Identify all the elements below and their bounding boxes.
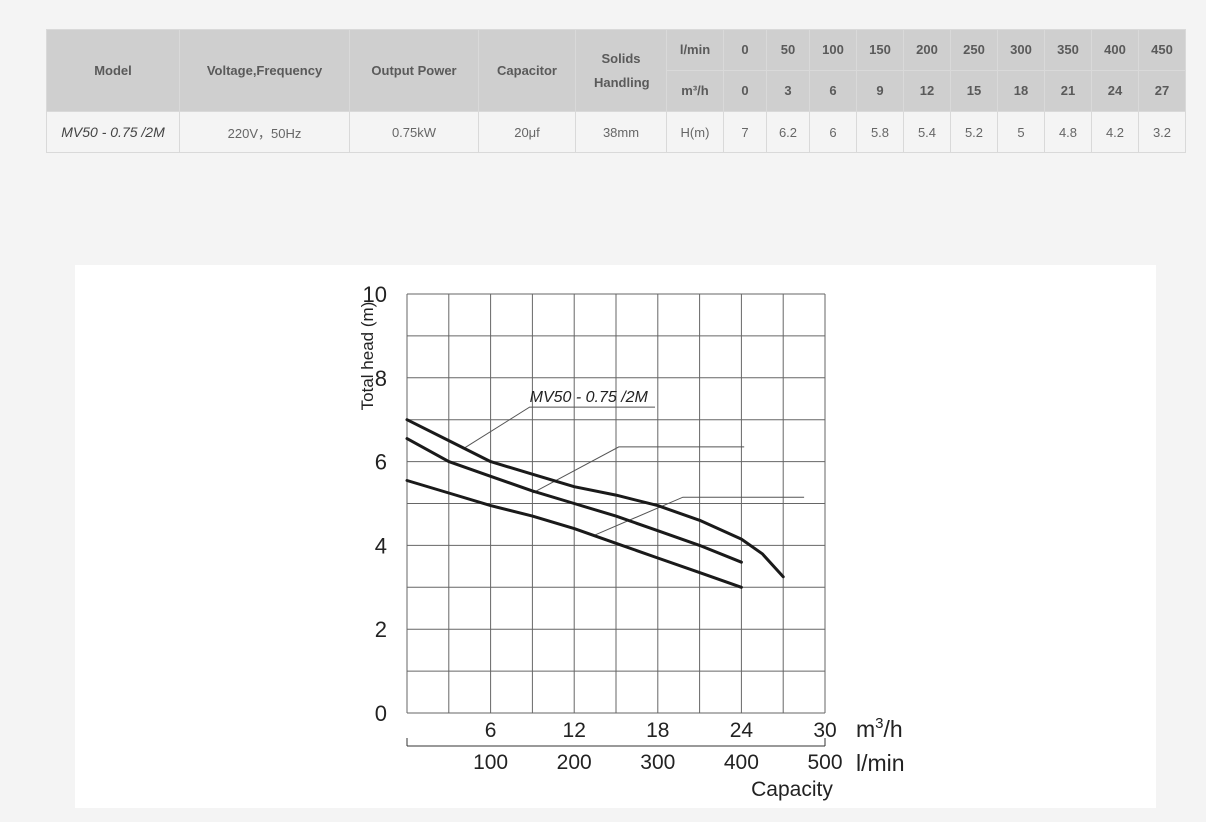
x-tick-label: 18 <box>646 719 669 742</box>
head-cell: 6 <box>809 111 857 153</box>
x2-tick-label: 400 <box>724 751 759 774</box>
m3h-cell: 9 <box>856 70 904 112</box>
curve-3 <box>405 479 743 589</box>
header-row-m3h: m³/h 0 3 6 9 12 15 18 21 24 27 <box>47 70 1186 112</box>
head-cell: 4.8 <box>1044 111 1092 153</box>
m3h-cell: 6 <box>809 70 857 112</box>
leader-line-2 <box>532 446 745 494</box>
lmin-cell: 50 <box>766 29 810 71</box>
cell-model: MV50 - 0.75 /2M <box>46 111 180 153</box>
head-cell: 4.2 <box>1091 111 1139 153</box>
y-tick-label: 0 <box>375 701 387 726</box>
lmin-cell: 400 <box>1091 29 1139 71</box>
curves <box>405 418 785 589</box>
x-tick-label: 6 <box>485 719 497 742</box>
lmin-cell: 200 <box>903 29 951 71</box>
y-tick-label: 2 <box>375 617 387 642</box>
header-model: Model <box>46 29 180 112</box>
y-tick-label: 10 <box>363 282 387 307</box>
header-voltage: Voltage,Frequency <box>179 29 350 112</box>
header-capacitor: Capacitor <box>478 29 576 112</box>
header-unit-m3h: m³/h <box>666 70 724 112</box>
m3h-cell: 24 <box>1091 70 1139 112</box>
head-cell: 5.8 <box>856 111 904 153</box>
series-label: MV50 - 0.75 /2M <box>530 389 649 406</box>
lmin-cell: 150 <box>856 29 904 71</box>
m3h-cell: 3 <box>766 70 810 112</box>
chart-grid <box>406 293 826 747</box>
m3h-cell: 0 <box>723 70 767 112</box>
x-tick-label: 24 <box>730 719 754 742</box>
cell-capacitor: 20μf <box>478 111 576 153</box>
m3h-cell: 21 <box>1044 70 1092 112</box>
head-cell: 3.2 <box>1138 111 1186 153</box>
leader-line-1 <box>462 406 656 450</box>
x2-tick-label: 300 <box>640 751 675 774</box>
head-cell: 6.2 <box>766 111 810 153</box>
spec-table: Model Voltage,Frequency Output Power Cap… <box>46 29 1186 153</box>
head-cell: 5.2 <box>950 111 998 153</box>
header-power: Output Power <box>349 29 479 112</box>
curve-1 <box>405 418 785 579</box>
leader-line-3 <box>594 496 805 536</box>
head-cell: 7 <box>723 111 767 153</box>
m3h-cell: 27 <box>1138 70 1186 112</box>
chart-panel: 0 2 4 6 8 10 6 12 18 24 30 100 200 300 400 500 m3/h l/min… <box>75 265 1156 808</box>
cell-solids: 38mm <box>575 111 667 153</box>
m3h-cell: 12 <box>903 70 951 112</box>
x-unit-primary: m3/h <box>856 715 903 742</box>
table-row: MV50 - 0.75 /2M 220V，50Hz 0.75kW 20μf 38… <box>46 111 1186 153</box>
x-tick-label: 30 <box>813 719 836 742</box>
lmin-cell: 250 <box>950 29 998 71</box>
m3h-cell: 18 <box>997 70 1045 112</box>
x-unit-secondary: l/min <box>856 750 905 776</box>
lmin-cell: 100 <box>809 29 857 71</box>
m3h-cell: 15 <box>950 70 998 112</box>
x2-tick-label: 100 <box>473 751 508 774</box>
y-axis-label: Total head (m) <box>358 302 377 411</box>
y-tick-label: 8 <box>375 366 387 391</box>
lmin-cell: 350 <box>1044 29 1092 71</box>
header-row-lmin: Model Voltage,Frequency Output Power Cap… <box>46 29 1186 112</box>
head-cell: 5.4 <box>903 111 951 153</box>
cell-voltage: 220V，50Hz <box>179 111 350 153</box>
lmin-cell: 450 <box>1138 29 1186 71</box>
cell-power: 0.75kW <box>349 111 479 153</box>
header-unit-lmin: l/min <box>666 29 724 71</box>
x-tick-label: 12 <box>563 719 586 742</box>
lmin-cell: 0 <box>723 29 767 71</box>
lmin-cell: 300 <box>997 29 1045 71</box>
header-solids: Solids Handling <box>575 29 667 112</box>
x-axis-label: Capacity <box>751 778 833 801</box>
cell-head-label: H(m) <box>666 111 724 153</box>
y-tick-label: 6 <box>375 450 387 475</box>
y-tick-label: 4 <box>375 533 387 558</box>
curve-2 <box>405 437 743 564</box>
x2-tick-label: 500 <box>807 751 842 774</box>
leader-lines <box>462 406 805 536</box>
head-cell: 5 <box>997 111 1045 153</box>
x2-tick-label: 200 <box>557 751 592 774</box>
